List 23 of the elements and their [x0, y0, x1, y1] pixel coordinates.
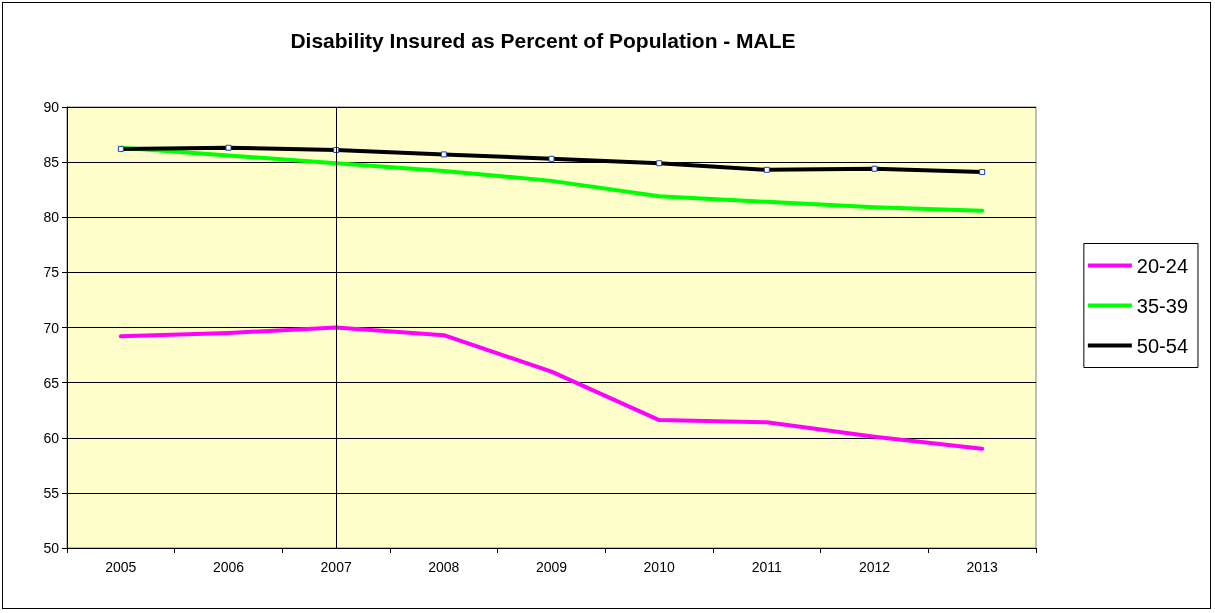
y-tick-label: 60 [43, 429, 60, 446]
y-tick-label: 75 [43, 264, 60, 281]
legend-label: 50-54 [1136, 334, 1188, 357]
y-tick-label: 65 [43, 374, 60, 391]
x-tick-label: 2012 [858, 559, 891, 575]
y-tick-label: 50 [43, 540, 60, 556]
y-tick-label: 70 [43, 319, 60, 336]
y-tick-label: 80 [43, 209, 60, 226]
chart-title: Disability Insured as Percent of Population - MALE [290, 29, 796, 52]
x-tick-label: 2011 [751, 559, 783, 575]
x-tick-label: 2005 [105, 559, 137, 575]
legend-label: 35-39 [1136, 294, 1188, 317]
x-tick-label: 2009 [535, 559, 568, 575]
legend-label: 20-24 [1136, 254, 1188, 277]
line-series [118, 325, 985, 451]
x-tick-label: 2013 [966, 559, 998, 575]
x-tick-label: 2010 [643, 559, 675, 575]
y-tick-label: 85 [43, 154, 60, 171]
x-tick-label: 2008 [428, 559, 460, 575]
y-tick-label: 90 [43, 99, 60, 115]
x-tick-label: 2007 [320, 559, 352, 575]
y-tick-label: 55 [43, 484, 60, 501]
x-tick-label: 2006 [212, 559, 245, 575]
